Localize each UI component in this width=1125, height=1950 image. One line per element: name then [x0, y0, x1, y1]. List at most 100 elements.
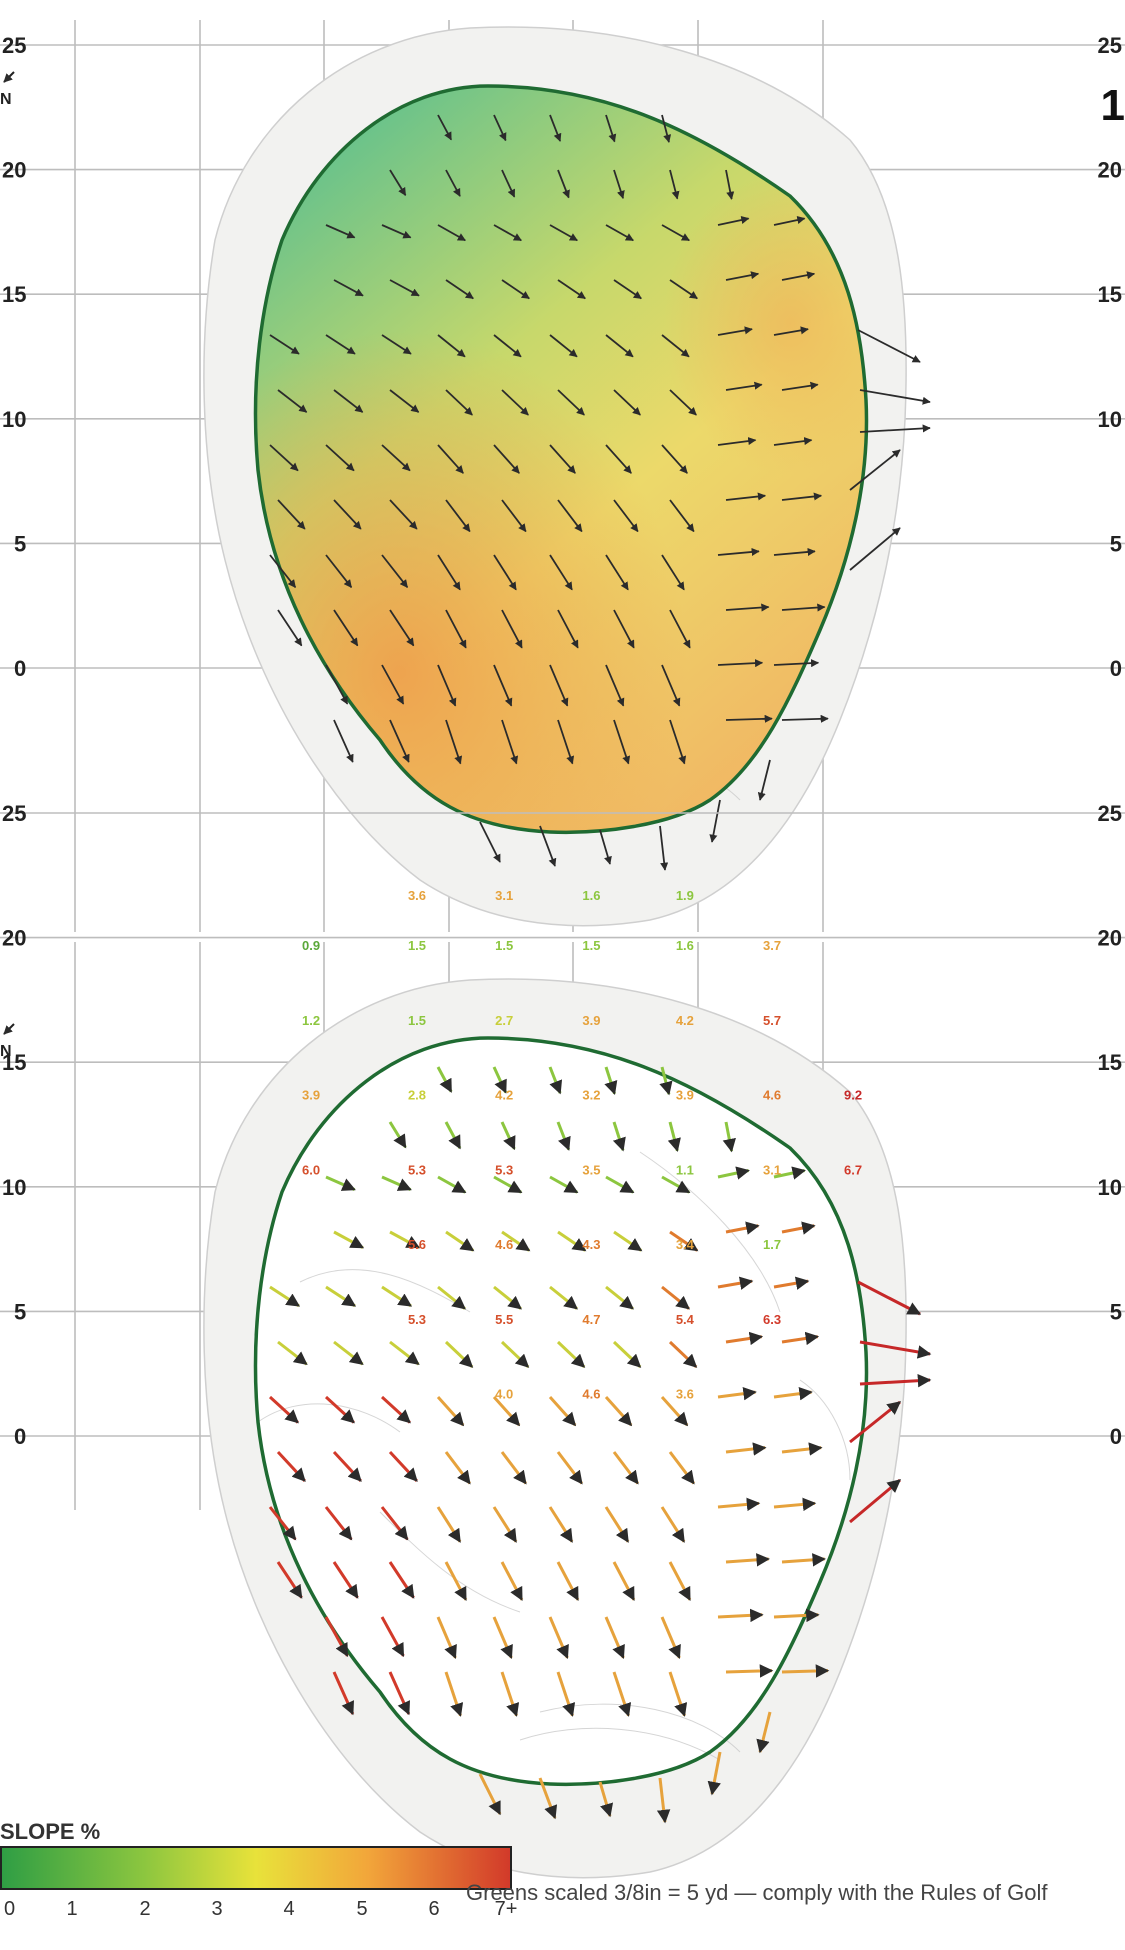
slope-arrow: [501, 719, 519, 765]
slope-arrow-colored: [659, 1066, 673, 1096]
slope-value: 4.6: [495, 1237, 513, 1252]
slope-value: 5.3: [408, 1162, 426, 1177]
slope-arrow-colored: [781, 1664, 830, 1678]
slope-value: 1.9: [676, 888, 694, 903]
slope-arrow-colored: [332, 1450, 362, 1482]
north-indicator-bottom: N: [0, 1023, 15, 1060]
y-tick-left: 20: [2, 158, 26, 183]
slope-arrow: [549, 114, 562, 142]
north-indicator-top: N: [0, 71, 15, 108]
slope-arrow: [717, 547, 760, 556]
slope-arrow-edge-colored: [849, 1400, 902, 1444]
slope-arrow-colored: [604, 1066, 618, 1095]
slope-arrow-colored: [717, 1386, 757, 1401]
slope-arrow: [613, 719, 631, 765]
slope-arrow-colored: [773, 1608, 820, 1623]
slope-arrow: [717, 216, 750, 226]
slope-arrow-colored: [781, 1442, 823, 1456]
slope-arrow-colored: [660, 1506, 686, 1543]
legend-tick: 1: [66, 1898, 78, 1920]
slope-arrow: [493, 334, 522, 358]
slope-arrow: [381, 444, 411, 472]
slope-arrow: [501, 609, 523, 649]
slope-arrow-colored: [557, 1230, 587, 1252]
slope-arrow-colored: [773, 1166, 806, 1180]
top-green-surface: [255, 86, 867, 833]
slope-arrow-colored: [605, 1285, 634, 1310]
slope-value: 3.1: [763, 1162, 781, 1177]
slope-value: 5.6: [408, 1237, 426, 1252]
slope-value: 1.6: [676, 938, 694, 953]
slope-arrow-colored: [667, 1121, 681, 1153]
slope-arrow-colored: [492, 1066, 508, 1094]
slope-arrow: [725, 381, 763, 391]
slope-value: 3.2: [582, 1088, 600, 1103]
slope-arrow-colored: [324, 1616, 349, 1658]
slope-arrow: [557, 169, 570, 199]
slope-arrow-colored: [380, 1506, 409, 1541]
y-tick-left: 10: [2, 407, 26, 432]
slope-arrow-colored: [500, 1121, 516, 1151]
slope-value: 3.6: [408, 888, 426, 903]
slope-arrow-edge-colored: [478, 1773, 502, 1816]
slope-arrow-edge: [539, 825, 557, 867]
legend-tick: 5: [356, 1898, 368, 1920]
slope-arrow: [549, 554, 573, 591]
slope-arrow-edge-colored: [707, 1751, 722, 1796]
slope-arrow-colored: [444, 1561, 468, 1602]
slope-value: 4.2: [495, 1088, 513, 1103]
slope-arrow: [325, 664, 349, 705]
slope-value: 5.3: [495, 1162, 513, 1177]
slope-arrow-colored: [268, 1395, 299, 1424]
slope-arrow: [613, 609, 635, 649]
slope-arrow: [781, 492, 823, 501]
slope-arrow: [605, 554, 629, 591]
slope-arrow: [725, 169, 735, 200]
slope-value: 4.3: [582, 1237, 600, 1252]
slope-arrow-colored: [556, 1340, 586, 1368]
y-tick-left: 5: [14, 1299, 26, 1324]
slope-arrow: [389, 499, 418, 530]
slope-arrow: [493, 554, 517, 591]
y-tick-right: 20: [1098, 926, 1122, 951]
slope-arrow: [557, 719, 575, 765]
slope-value: 5.4: [676, 1312, 695, 1327]
slope-arrow-colored: [436, 1066, 453, 1093]
slope-arrow-edge: [849, 527, 901, 571]
slope-arrow-colored: [725, 1553, 770, 1567]
slope-arrow-colored: [388, 1450, 418, 1482]
slope-arrow-edge: [857, 329, 921, 363]
slope-value: 3.9: [676, 1088, 694, 1103]
slope-arrow: [501, 279, 530, 300]
slope-arrow: [381, 334, 412, 355]
slope-arrow: [613, 499, 639, 533]
slope-arrow-colored: [548, 1506, 574, 1543]
slope-arrow-colored: [381, 1285, 413, 1308]
slope-value: 1.6: [582, 888, 600, 903]
slope-arrow: [773, 326, 809, 336]
slope-value: 5.7: [763, 1013, 781, 1028]
slope-arrow-colored: [604, 1506, 630, 1543]
slope-arrow-colored: [781, 1221, 816, 1235]
y-tick-left: 0: [14, 656, 26, 681]
slope-arrow-colored: [669, 1230, 699, 1252]
slope-arrow: [437, 224, 466, 242]
slope-arrow: [269, 554, 297, 588]
slope-arrow-colored: [445, 1230, 475, 1252]
slope-arrow: [717, 326, 753, 336]
slope-arrow-colored: [325, 1285, 357, 1308]
slope-value: 1.5: [408, 938, 426, 953]
slope-arrow: [389, 719, 410, 763]
slope-value: 1.2: [302, 1013, 320, 1028]
slope-arrow: [381, 554, 409, 588]
y-tick-right: 25: [1098, 33, 1122, 58]
slope-arrow-edge: [757, 759, 771, 801]
slope-arrow: [557, 279, 586, 300]
slope-arrow: [493, 114, 507, 142]
slope-arrow-colored: [717, 1276, 754, 1290]
slope-arrow-colored: [773, 1386, 813, 1401]
slope-arrow: [437, 554, 461, 591]
slope-arrow-colored: [612, 1671, 632, 1717]
slope-arrow-colored: [725, 1442, 767, 1456]
slope-readings: 3.6 3.1 1.6 1.9 0.9 1.5 1.5 1.5 1.6 3.7 1.2 1.5 2.7 3…: [302, 888, 862, 1401]
